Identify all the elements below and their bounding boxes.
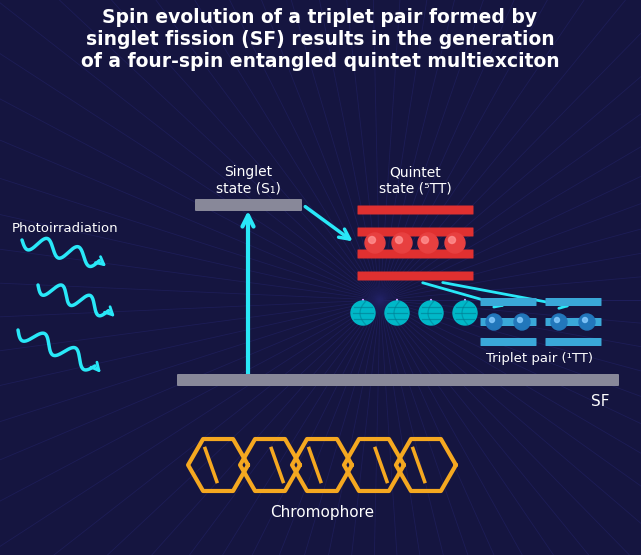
Circle shape [583,317,588,322]
FancyBboxPatch shape [545,298,601,306]
Circle shape [385,301,409,325]
Circle shape [514,314,530,330]
Text: Triplet pair (¹TT): Triplet pair (¹TT) [487,352,594,365]
Text: Singlet
state (S₁): Singlet state (S₁) [215,165,281,195]
FancyBboxPatch shape [481,338,537,346]
Circle shape [453,301,477,325]
FancyBboxPatch shape [481,298,537,306]
Circle shape [486,314,502,330]
Circle shape [392,233,412,253]
Circle shape [551,314,567,330]
FancyBboxPatch shape [358,205,474,214]
Text: Quintet
state (⁵TT): Quintet state (⁵TT) [379,165,451,195]
FancyBboxPatch shape [177,374,619,386]
FancyBboxPatch shape [195,199,302,211]
Circle shape [419,301,443,325]
Text: Spin evolution of a triplet pair formed by
singlet fission (SF) results in the g: Spin evolution of a triplet pair formed … [81,8,560,71]
Circle shape [445,233,465,253]
Circle shape [395,236,403,244]
Circle shape [517,317,522,322]
Circle shape [422,236,428,244]
Circle shape [418,233,438,253]
Text: Chromophore: Chromophore [270,505,374,520]
Circle shape [351,301,375,325]
FancyBboxPatch shape [545,338,601,346]
Circle shape [369,236,376,244]
Circle shape [579,314,595,330]
Text: SF: SF [591,394,609,409]
FancyBboxPatch shape [481,318,537,326]
FancyBboxPatch shape [358,228,474,236]
Circle shape [365,233,385,253]
Circle shape [490,317,494,322]
Circle shape [554,317,560,322]
FancyBboxPatch shape [545,318,601,326]
Circle shape [449,236,456,244]
FancyBboxPatch shape [358,250,474,259]
Text: Photoirradiation: Photoirradiation [12,222,119,235]
FancyBboxPatch shape [358,271,474,280]
